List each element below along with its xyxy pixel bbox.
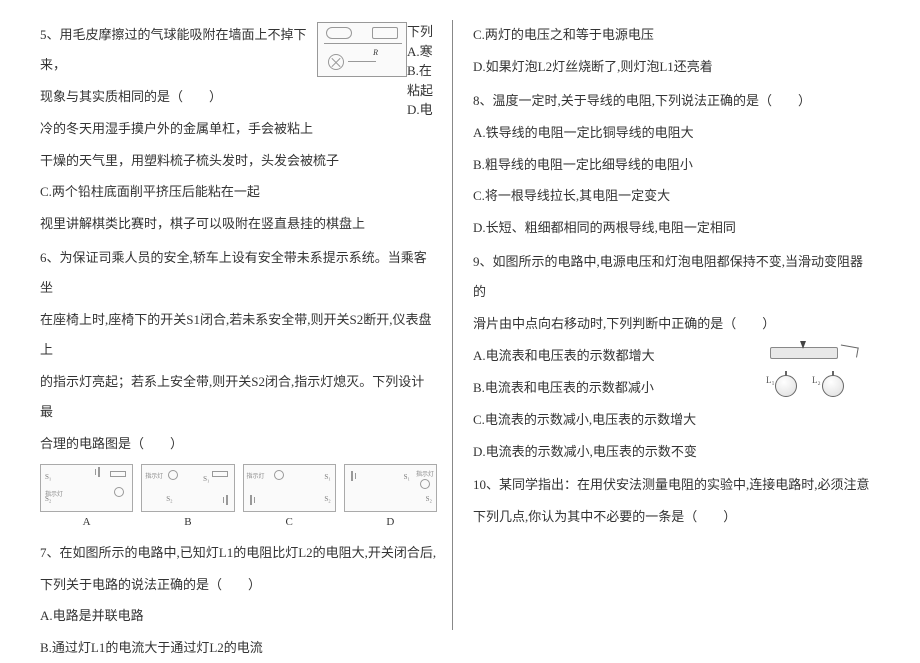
q6-line2: 在座椅上时,座椅下的开关S1闭合,若未系安全带,则开关S2断开,仪表盘上: [40, 305, 437, 365]
q10-line1: 10、某同学指出：在用伏安法测量电阻的实验中,连接电路时,必须注意: [473, 470, 870, 500]
q10-line2: 下列几点,你认为其中不必要的一条是（ ）: [473, 502, 870, 532]
q8-optC: C.将一根导线拉长,其电阻一定变大: [473, 181, 870, 211]
q6-label-c: C: [243, 516, 336, 529]
q5-line4: 干燥的天气里，用塑料梳子梳头发时，头发会被梳子: [40, 146, 437, 176]
q5-line2: 现象与其实质相同的是（ ）: [40, 82, 437, 112]
q6-label-b: B: [141, 516, 234, 529]
q7-line2: 下列关于电路的说法正确的是（ ）: [40, 570, 437, 600]
q5-figure-label-r: R: [373, 44, 378, 62]
q7-optA: A.电路是并联电路: [40, 601, 437, 631]
q6-label-a: A: [40, 516, 133, 529]
q8-line1: 8、温度一定时,关于导线的电阻,下列说法正确的是（ ）: [473, 86, 870, 116]
question-10: 10、某同学指出：在用伏安法测量电阻的实验中,连接电路时,必须注意 下列几点,你…: [473, 470, 870, 532]
q9-optD: D.电流表的示数减小,电压表的示数不变: [473, 437, 870, 467]
question-5: 下列 A.寒 B.在 粘起 D.电 R 5、用毛皮摩擦过的气球能吸附在墙面上不掉…: [40, 20, 437, 239]
q6-line4: 合理的电路图是（ ）: [40, 429, 437, 459]
q6-option-a: S₁ S₂ 指示灯 A: [40, 464, 133, 529]
q7-line1: 7、在如图所示的电路中,已知灯L1的电阻比灯L2的电阻大,开关闭合后,: [40, 538, 437, 568]
q5-line6: 视里讲解棋类比赛时，棋子可以吸附在竖直悬挂的棋盘上: [40, 209, 437, 239]
q9-circuit-figure: L₁ L₂: [760, 343, 870, 401]
question-9: 9、如图所示的电路中,电源电压和灯泡电阻都保持不变,当滑动变阻器的 滑片由中点向…: [473, 247, 870, 466]
left-column: 下列 A.寒 B.在 粘起 D.电 R 5、用毛皮摩擦过的气球能吸附在墙面上不掉…: [40, 20, 452, 630]
q5-line3: 冷的冬天用湿手摸户外的金属单杠，手会被粘上: [40, 114, 437, 144]
q6-circuit-d: S₁ 指示灯 S₂: [344, 464, 437, 512]
q6-label-d: D: [344, 516, 437, 529]
q7-optC: C.两灯的电压之和等于电源电压: [473, 20, 870, 50]
q6-option-b: 指示灯 S₁ S₂ B: [141, 464, 234, 529]
right-column: C.两灯的电压之和等于电源电压 D.如果灯泡L2灯丝烧断了,则灯泡L1还亮着 8…: [452, 20, 890, 630]
q5-hang-3: B.在: [407, 61, 443, 81]
q6-circuit-b: 指示灯 S₁ S₂: [141, 464, 234, 512]
q5-hang-choices: 下列 A.寒 B.在 粘起 D.电: [407, 22, 443, 120]
q6-circuit-c: 指示灯 S₁ S₂: [243, 464, 336, 512]
q6-line1: 6、为保证司乘人员的安全,轿车上设有安全带未系提示系统。当乘客坐: [40, 243, 437, 303]
q6-circuit-a: S₁ S₂ 指示灯: [40, 464, 133, 512]
question-7-left: 7、在如图所示的电路中,已知灯L1的电阻比灯L2的电阻大,开关闭合后, 下列关于…: [40, 538, 437, 663]
q8-optB: B.粗导线的电阻一定比细导线的电阻小: [473, 150, 870, 180]
q6-circuit-options: S₁ S₂ 指示灯 A 指示灯 S₁ S₂: [40, 464, 437, 529]
q8-optD: D.长短、粗细都相同的两根导线,电阻一定相同: [473, 213, 870, 243]
q9-line1: 9、如图所示的电路中,电源电压和灯泡电阻都保持不变,当滑动变阻器的: [473, 247, 870, 307]
q5-hang-2: A.寒: [407, 42, 443, 62]
q6-option-c: 指示灯 S₁ S₂ C: [243, 464, 336, 529]
q6-line3: 的指示灯亮起；若系上安全带,则开关S2闭合,指示灯熄灭。下列设计最: [40, 367, 437, 427]
q9-line2: 滑片由中点向右移动时,下列判断中正确的是（ ）: [473, 309, 870, 339]
q7-optB: B.通过灯L1的电流大于通过灯L2的电流: [40, 633, 437, 663]
q6-option-d: S₁ 指示灯 S₂ D: [344, 464, 437, 529]
q5-hang-4: 粘起: [407, 81, 443, 101]
q9-label-l1: L₁: [766, 370, 775, 391]
question-7-right: C.两灯的电压之和等于电源电压 D.如果灯泡L2灯丝烧断了,则灯泡L1还亮着: [473, 20, 870, 82]
question-8: 8、温度一定时,关于导线的电阻,下列说法正确的是（ ） A.铁导线的电阻一定比铜…: [473, 86, 870, 243]
q7-optD: D.如果灯泡L2灯丝烧断了,则灯泡L1还亮着: [473, 52, 870, 82]
q5-hang-1: 下列: [407, 22, 443, 42]
q5-hang-5: D.电: [407, 100, 443, 120]
q9-optC: C.电流表的示数减小,电压表的示数增大: [473, 405, 870, 435]
q5-circuit-figure: R: [317, 22, 407, 77]
q8-optA: A.铁导线的电阻一定比铜导线的电阻大: [473, 118, 870, 148]
q9-label-l2: L₂: [812, 370, 821, 391]
q5-line5: C.两个铅柱底面削平挤压后能粘在一起: [40, 177, 437, 207]
question-6: 6、为保证司乘人员的安全,轿车上设有安全带未系提示系统。当乘客坐 在座椅上时,座…: [40, 243, 437, 529]
